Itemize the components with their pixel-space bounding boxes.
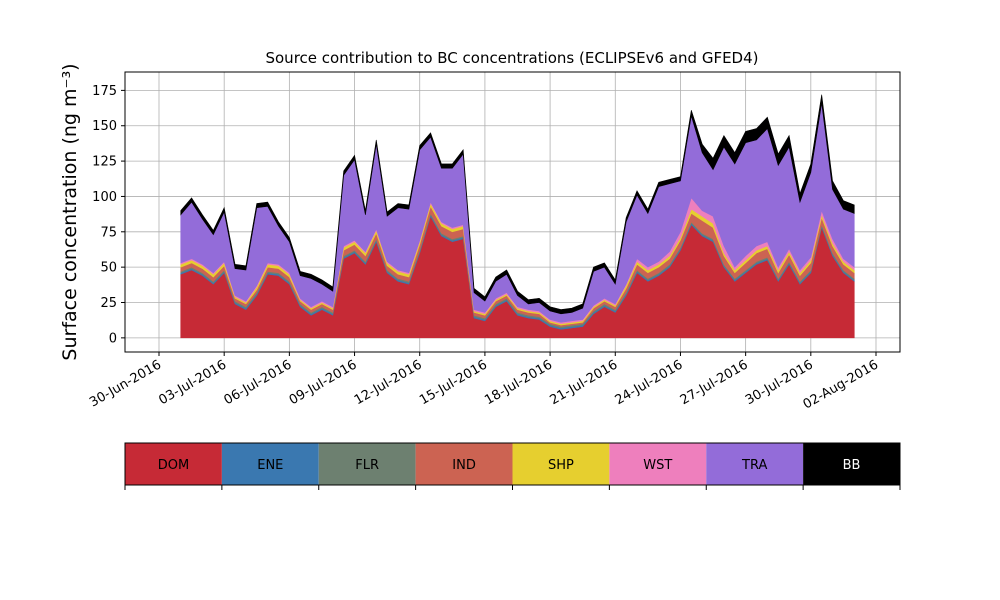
colorbar-label-tra: TRA [741,458,767,473]
stacked-areas [180,94,855,339]
colorbar-segment-ind [415,443,513,485]
colorbar-segment-flr [318,443,416,485]
chart-title: Source contribution to BC concentrations… [265,49,758,67]
colorbar-segment-wst [609,443,707,485]
plot-frame [124,71,901,353]
area-bb [180,94,855,315]
colorbar-label-flr: FLR [355,458,379,473]
colorbar-label-dom: DOM [158,458,189,473]
y-axis-ticks: 0 25 50 75 100 125 150 175 [92,84,125,346]
colorbar-label-ene: ENE [257,458,283,473]
colorbar-label-bb: BB [843,458,861,473]
y-tick-label: 25 [100,296,117,311]
y-tick-label: 175 [92,84,117,99]
y-tick-label: 150 [92,119,117,134]
y-tick-label: 0 [109,331,117,346]
y-tick-label: 75 [100,225,117,240]
y-tick-label: 125 [92,155,117,170]
colorbar-segment-shp [512,443,610,485]
y-axis-label: Surface concentration (ng m⁻³) [59,63,81,360]
colorbar-label-shp: SHP [548,458,574,473]
source-colorbar: DOM ENE FLR IND SHP WST TRA BB [124,442,901,490]
colorbar-segment-tra [706,443,804,485]
colorbar-label-ind: IND [452,458,476,473]
colorbar-segment-dom [125,443,222,485]
y-tick-label: 50 [100,261,117,276]
colorbar-segment-bb [803,443,900,485]
colorbar-segment-ene [221,443,319,485]
colorbar-label-wst: WST [643,458,672,473]
y-tick-label: 100 [92,190,117,205]
